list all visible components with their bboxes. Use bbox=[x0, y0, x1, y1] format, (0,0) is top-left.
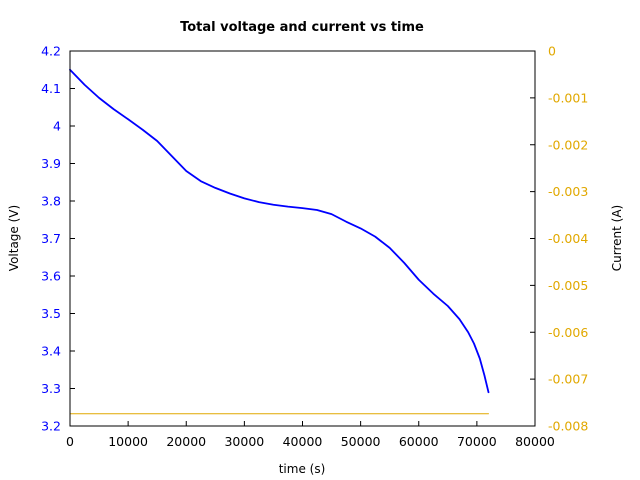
x-tick-label: 80000 bbox=[515, 434, 555, 449]
y-right-tick-label: 0 bbox=[548, 44, 556, 59]
y-left-tick-label: 3.9 bbox=[41, 156, 61, 171]
y-right-tick-label: -0.007 bbox=[548, 372, 588, 387]
y-left-tick-label: 3.2 bbox=[41, 419, 61, 434]
x-tick-label: 50000 bbox=[341, 434, 381, 449]
y-left-tick-label: 3.4 bbox=[41, 344, 61, 359]
x-axis-ticks: 0 10000 20000 30000 40000 50000 60000 70000 8000… bbox=[66, 421, 555, 449]
y-left-tick-label: 3.7 bbox=[41, 231, 61, 246]
y-left-tick-label: 3.6 bbox=[41, 269, 61, 284]
y-right-axis-ticks: -0.008 -0.007 -0.006 -0.005 -0.004 -0.003 -0.0… bbox=[530, 44, 588, 434]
y-left-axis-ticks: 3.2 3.3 3.4 3.5 3.6 3.7 3.8 3.9 4 4.1 4.2 bbox=[41, 44, 75, 434]
plot-frame bbox=[69, 50, 536, 427]
x-tick-label: 0 bbox=[66, 434, 74, 449]
x-tick-label: 30000 bbox=[224, 434, 264, 449]
voltage-series-line bbox=[69, 68, 490, 394]
x-tick-label: 40000 bbox=[283, 434, 323, 449]
y-right-tick-label: -0.008 bbox=[548, 419, 588, 434]
y-left-tick-label: 3.8 bbox=[41, 194, 61, 209]
y-right-tick-label: -0.003 bbox=[548, 184, 588, 199]
y-right-axis-label: Current (A) bbox=[610, 205, 624, 271]
x-tick-label: 10000 bbox=[108, 434, 148, 449]
y-right-tick-label: -0.004 bbox=[548, 231, 588, 246]
y-right-tick-label: -0.006 bbox=[548, 325, 588, 340]
y-right-tick-label: -0.002 bbox=[548, 137, 588, 152]
x-tick-label: 70000 bbox=[457, 434, 497, 449]
y-right-tick-label: -0.001 bbox=[548, 90, 588, 105]
x-tick-label: 20000 bbox=[166, 434, 206, 449]
plot-area bbox=[69, 68, 490, 415]
y-left-axis-label: Voltage (V) bbox=[7, 205, 21, 271]
y-right-tick-label: -0.005 bbox=[548, 278, 588, 293]
y-left-tick-label: 4.2 bbox=[41, 44, 61, 59]
y-left-tick-label: 4 bbox=[53, 119, 61, 134]
x-tick-label: 60000 bbox=[399, 434, 439, 449]
y-left-tick-label: 3.3 bbox=[41, 381, 61, 396]
chart-title: Total voltage and current vs time bbox=[180, 20, 424, 35]
y-left-tick-label: 4.1 bbox=[41, 81, 61, 96]
y-left-tick-label: 3.5 bbox=[41, 306, 61, 321]
x-axis-label: time (s) bbox=[279, 462, 326, 476]
